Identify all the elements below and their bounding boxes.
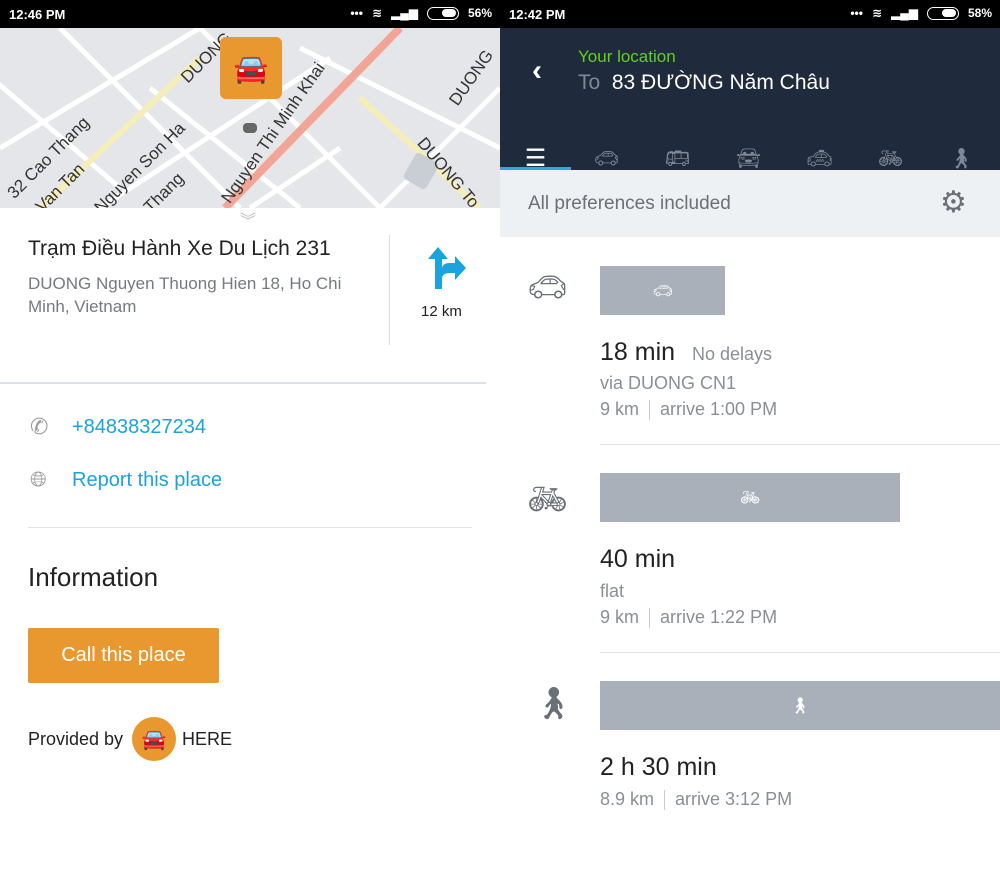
- gear-icon[interactable]: ⚙: [940, 186, 967, 219]
- back-button[interactable]: ‹: [532, 54, 542, 87]
- status-bar: 12:46 PM ••• ≋ ▂▄▆ 56%: [0, 0, 500, 28]
- route-meta: 9 km arrive 1:22 PM: [600, 607, 778, 629]
- route-via: via DUONG CN1: [600, 373, 737, 393]
- to-label: To: [578, 71, 601, 94]
- route-duration[interactable]: 18 min No delays: [600, 338, 772, 367]
- report-place-link[interactable]: Report this place: [72, 469, 223, 491]
- divider: [28, 527, 472, 528]
- clock: 12:42 PM: [509, 7, 566, 22]
- route-distance: 9 km: [600, 607, 640, 627]
- place-address: DUONG Nguyen Thuong Hien 18, Ho Chi Minh…: [28, 274, 342, 316]
- divider: [389, 235, 390, 345]
- preferences-bar[interactable]: All preferences included ⚙: [500, 170, 1000, 237]
- divider: [600, 444, 1000, 445]
- bike-icon: 🚲︎: [739, 489, 761, 507]
- divider: [0, 382, 486, 384]
- route-duration[interactable]: 2 h 30 min: [600, 753, 717, 781]
- route-header: ‹ Your location To 83 ĐƯỜNG Năm Châu ☰ 🚗…: [500, 28, 1000, 172]
- walk-icon: 🚶︎: [533, 685, 574, 721]
- directions-button[interactable]: [425, 245, 467, 294]
- car-icon: 🚗︎: [652, 282, 673, 300]
- tab-transit[interactable]: 🚌︎: [642, 146, 713, 170]
- taxi-icon: 🚕︎: [806, 147, 833, 170]
- arrival-time: arrive 3:12 PM: [675, 789, 793, 809]
- tab-walk[interactable]: 🚶︎: [926, 146, 997, 170]
- wifi-icon: ≋: [871, 6, 882, 20]
- bike-route-bar[interactable]: 🚲︎: [600, 473, 900, 522]
- route-terrain: flat: [600, 581, 625, 601]
- provider-logo-icon: 🚘: [132, 717, 176, 761]
- tab-car[interactable]: 🚗︎: [571, 146, 642, 170]
- origin-label[interactable]: Your location: [578, 47, 676, 66]
- notification-dots-icon: •••: [350, 6, 363, 20]
- destination-name: 83 ĐƯỜNG Năm Châu: [611, 71, 830, 94]
- route-duration[interactable]: 40 min: [600, 545, 676, 573]
- place-name: Trạm Điều Hành Xe Du Lịch 231: [28, 237, 331, 260]
- car-share-icon: 🚘︎: [735, 147, 762, 170]
- provided-by-label: Provided by: [28, 729, 124, 749]
- status-bar: 12:42 PM ••• ≋ ▂▄▆ 58%: [500, 0, 1000, 28]
- walk-icon: 🚶︎: [948, 147, 975, 170]
- tab-list[interactable]: ☰: [500, 144, 571, 172]
- clock: 12:46 PM: [9, 7, 66, 22]
- notification-dots-icon: •••: [850, 6, 863, 20]
- walk-icon: 🚶︎: [789, 697, 811, 715]
- bus-icon: 🚌︎: [664, 147, 691, 170]
- call-place-button[interactable]: Call this place: [28, 628, 219, 683]
- battery-level: 58%: [967, 6, 992, 20]
- phone-link[interactable]: +84838327234: [72, 416, 207, 438]
- signal-icon: ▂▄▆: [891, 6, 918, 20]
- walk-route-bar[interactable]: 🚶︎: [600, 681, 1000, 730]
- preferences-label: All preferences included: [528, 193, 731, 214]
- delay-status: No delays: [692, 344, 773, 364]
- information-heading: Information: [28, 562, 159, 592]
- wifi-icon: ≋: [371, 6, 382, 20]
- distance: 12 km: [421, 303, 462, 320]
- globe-icon: 🌐︎: [30, 468, 47, 491]
- car-route-bar[interactable]: 🚗︎: [600, 266, 725, 315]
- car-icon: 🚗︎: [593, 147, 620, 170]
- list-icon: ☰: [524, 144, 547, 172]
- car-icon: 🚗︎: [527, 269, 568, 305]
- route-meta: 9 km arrive 1:00 PM: [600, 399, 778, 421]
- route-distance: 8.9 km: [600, 789, 655, 809]
- map[interactable]: DUONG 32 Cao Thang Van Tan Nguyen Son Ha…: [0, 28, 500, 208]
- route-distance: 9 km: [600, 399, 640, 419]
- tab-taxi[interactable]: 🚕︎: [784, 146, 855, 170]
- destination[interactable]: To 83 ĐƯỜNG Năm Châu: [578, 71, 830, 95]
- map-pin-car-rental-icon[interactable]: 🚘: [220, 37, 282, 99]
- place-marker-icon[interactable]: [243, 123, 257, 133]
- turn-right-arrow-icon: [428, 247, 466, 293]
- route-meta: 8.9 km arrive 3:12 PM: [600, 789, 793, 811]
- battery-icon: [426, 6, 459, 20]
- divider: [600, 652, 1000, 653]
- bike-icon: 🚲︎: [877, 147, 904, 170]
- signal-icon: ▂▄▆: [391, 6, 418, 20]
- tab-bike[interactable]: 🚲︎: [855, 146, 926, 170]
- active-tab-indicator: [500, 167, 571, 170]
- phone-icon: ✆: [30, 414, 49, 439]
- battery-level: 56%: [467, 6, 492, 20]
- bike-icon: 🚲︎: [527, 481, 568, 517]
- arrival-time: arrive 1:00 PM: [660, 399, 778, 419]
- battery-icon: [926, 6, 959, 20]
- provider-name: HERE: [182, 729, 233, 749]
- duration: 18 min: [600, 338, 676, 366]
- tab-car-share[interactable]: 🚘︎: [713, 146, 784, 170]
- arrival-time: arrive 1:22 PM: [660, 607, 778, 627]
- drag-handle-chevron-icon[interactable]: ︾: [240, 213, 257, 230]
